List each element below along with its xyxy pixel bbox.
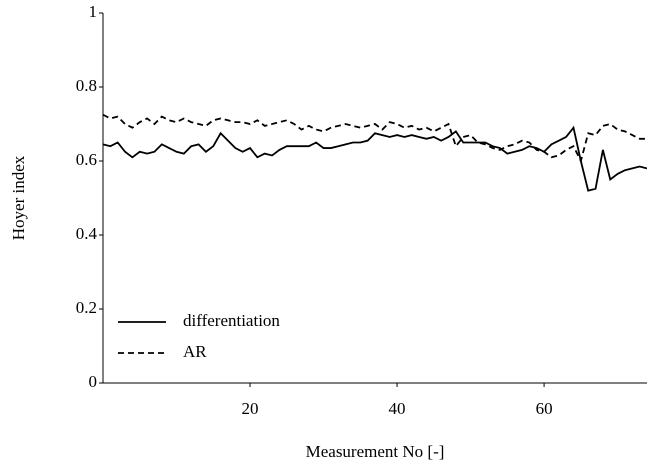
x-tick-label: 40	[389, 399, 406, 418]
series-line	[102, 125, 647, 192]
y-tick-label: 0	[89, 372, 98, 391]
legend-label: AR	[183, 342, 207, 361]
legend-label: differentiation	[183, 311, 280, 330]
y-tick-label: 0.8	[76, 76, 97, 95]
x-tick-label: 20	[242, 399, 259, 418]
x-axis-label: Measurement No [-]	[306, 442, 445, 461]
y-tick-label: 1	[89, 2, 98, 21]
y-tick-label: 0.6	[76, 150, 97, 169]
y-tick-label: 0.2	[76, 298, 97, 317]
series-line	[102, 113, 647, 164]
y-axis-label: Hoyer index	[9, 155, 28, 240]
x-tick-label: 60	[536, 399, 553, 418]
y-tick-label: 0.4	[76, 224, 98, 243]
